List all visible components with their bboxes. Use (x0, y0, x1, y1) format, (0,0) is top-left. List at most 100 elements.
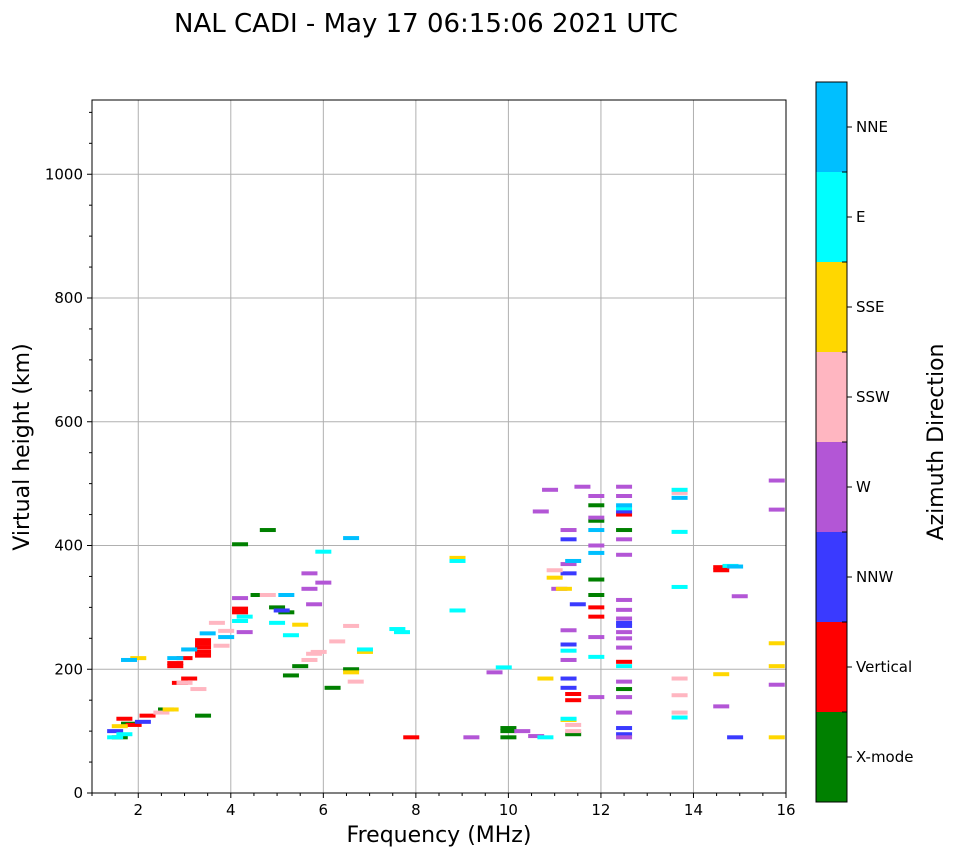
data-point-w (616, 695, 633, 700)
data-point-e (495, 665, 512, 670)
data-point-nne (181, 647, 198, 652)
data-point-w (588, 695, 605, 700)
data-point-w (236, 630, 253, 635)
data-point-w (616, 735, 633, 740)
data-point-sse (356, 649, 373, 654)
colorbar-tick-label: SSE (856, 298, 885, 316)
data-point-vertical (167, 661, 184, 666)
colorbar: X-mode Vertical NNW W SSW SSE E NNE (815, 81, 913, 803)
data-point-ssw (347, 679, 364, 684)
data-point-ssw (310, 649, 327, 654)
data-point-sse (768, 664, 785, 669)
data-point-vertical (588, 605, 605, 610)
data-point-w (463, 735, 480, 740)
data-point-w (616, 679, 633, 684)
data-point-x-mode (616, 687, 633, 692)
data-point-nne (167, 656, 184, 661)
data-point-x-mode (565, 732, 582, 737)
x-axis-ticks: 2 4 6 8 10 12 14 16 (91, 793, 796, 819)
data-point-x-mode (588, 503, 605, 508)
colorbar-tick-label: W (856, 478, 871, 496)
data-point-w (616, 484, 633, 489)
grid-lines (92, 100, 786, 793)
data-point-e (282, 633, 299, 638)
data-point-sse (546, 575, 563, 580)
data-point-e (560, 648, 577, 653)
data-point-ssw (208, 620, 225, 625)
data-point-sse (343, 670, 360, 675)
colorbar-tick-label: X-mode (856, 748, 913, 766)
y-axis-label: Virtual height (km) (10, 343, 35, 550)
data-point-w (588, 515, 605, 520)
x-tick-label: 10 (499, 801, 518, 819)
data-point-ssw (565, 729, 582, 734)
data-point-x-mode (500, 735, 517, 740)
colorbar-segment (816, 172, 847, 262)
data-point-e (671, 584, 688, 589)
data-point-w (560, 628, 577, 633)
colorbar-segment (816, 712, 847, 802)
x-tick-label: 2 (133, 801, 143, 819)
data-point-x-mode (259, 528, 276, 533)
data-point-w (616, 537, 633, 542)
data-point-w (616, 710, 633, 715)
data-point-sse (111, 724, 128, 729)
data-point-e (393, 630, 410, 635)
data-point-x-mode (195, 713, 212, 718)
colorbar-segment (816, 532, 847, 622)
colorbar-tick-label: NNW (856, 568, 893, 586)
data-point-w (588, 543, 605, 548)
data-point-nne (616, 503, 633, 508)
data-point-sse (537, 676, 554, 681)
data-point-e (671, 715, 688, 720)
data-point-nnw (616, 509, 633, 514)
data-point-ssw (565, 722, 582, 727)
data-point-e (315, 549, 332, 554)
data-point-w (560, 562, 577, 567)
data-point-nnw (134, 719, 151, 724)
data-point-e (269, 620, 286, 625)
data-point-sse (768, 641, 785, 646)
data-point-w (731, 594, 748, 599)
data-point-w (574, 484, 591, 489)
data-point-vertical (116, 716, 133, 721)
x-tick-label: 14 (684, 801, 703, 819)
data-point-x-mode (232, 542, 249, 547)
data-point-ssw (213, 643, 230, 648)
data-point-sse (162, 707, 179, 712)
x-tick-label: 6 (319, 801, 329, 819)
y-tick-label: 200 (54, 660, 83, 678)
data-point-x-mode (500, 729, 517, 734)
x-tick-label: 8 (411, 801, 421, 819)
data-point-ssw (329, 639, 346, 644)
data-point-w (560, 528, 577, 533)
data-point-e (537, 735, 554, 740)
data-point-w (306, 602, 323, 607)
data-point-ssw (671, 693, 688, 698)
data-point-nnw (569, 602, 586, 607)
data-point-e (616, 506, 633, 511)
data-point-nnw (616, 732, 633, 737)
data-point-w (588, 635, 605, 640)
x-axis-label: Frequency (MHz) (347, 823, 532, 848)
data-point-vertical (139, 713, 156, 718)
data-point-x-mode (588, 593, 605, 597)
colorbar-segment (816, 442, 847, 532)
data-point-sse (768, 735, 785, 740)
data-point-ssw (546, 568, 563, 573)
data-point-vertical (616, 512, 633, 517)
data-points (107, 478, 785, 740)
data-point-sse (713, 672, 730, 677)
data-point-w (528, 734, 545, 739)
data-point-nne (565, 558, 582, 563)
data-point-sse (555, 586, 572, 591)
colorbar-tick-label: E (856, 208, 865, 226)
data-point-e (616, 664, 633, 669)
data-point-e (449, 608, 466, 613)
data-point-x-mode (500, 726, 517, 731)
y-tick-label: 1000 (45, 165, 83, 183)
data-point-ssw (190, 687, 207, 692)
data-point-nne (671, 495, 688, 500)
data-point-vertical (403, 735, 420, 740)
data-point-ssw (176, 680, 193, 685)
